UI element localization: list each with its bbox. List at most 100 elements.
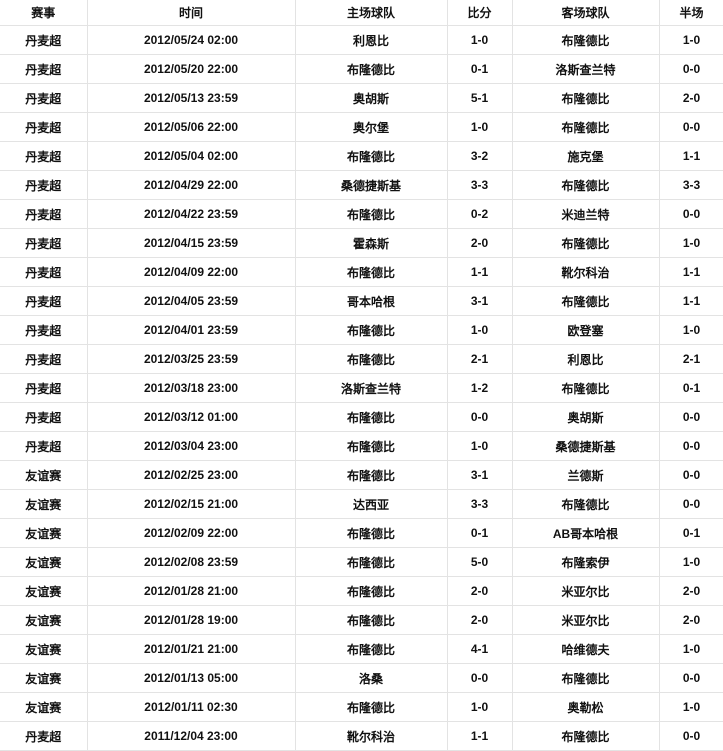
cell-half-time: 0-0 (658, 431, 723, 461)
cell-home-team: 奥胡斯 (294, 83, 448, 113)
cell-score: 5-0 (446, 547, 513, 577)
header-competition: 赛事 (0, 0, 88, 26)
cell-time: 2012/02/08 23:59 (86, 547, 296, 577)
cell-competition: 丹麦超 (0, 228, 88, 258)
cell-score: 1-0 (446, 315, 513, 345)
table-row: 友谊赛 2012/01/11 02:30 布隆德比 1-0 奥勒松 1-0 (0, 692, 723, 722)
table-row: 丹麦超 2012/04/09 22:00 布隆德比 1-1 靴尔科治 1-1 (0, 257, 723, 287)
table-row: 丹麦超 2011/12/04 23:00 靴尔科治 1-1 布隆德比 0-0 (0, 721, 723, 751)
cell-time: 2012/04/05 23:59 (86, 286, 296, 316)
table-row: 丹麦超 2012/04/29 22:00 桑德捷斯基 3-3 布隆德比 3-3 (0, 170, 723, 200)
cell-home-team: 布隆德比 (294, 199, 448, 229)
cell-score: 1-0 (446, 25, 513, 55)
cell-competition: 丹麦超 (0, 170, 88, 200)
cell-away-team: 米迪兰特 (511, 199, 660, 229)
cell-competition: 友谊赛 (0, 634, 88, 664)
cell-score: 0-1 (446, 54, 513, 84)
cell-home-team: 布隆德比 (294, 315, 448, 345)
cell-away-team: 米亚尔比 (511, 576, 660, 606)
cell-time: 2012/04/29 22:00 (86, 170, 296, 200)
cell-score: 2-0 (446, 576, 513, 606)
cell-away-team: 奥胡斯 (511, 402, 660, 432)
cell-half-time: 0-1 (658, 373, 723, 403)
cell-home-team: 布隆德比 (294, 257, 448, 287)
cell-competition: 友谊赛 (0, 460, 88, 490)
cell-home-team: 布隆德比 (294, 402, 448, 432)
cell-competition: 丹麦超 (0, 257, 88, 287)
cell-home-team: 布隆德比 (294, 634, 448, 664)
cell-score: 2-0 (446, 228, 513, 258)
cell-half-time: 2-0 (658, 605, 723, 635)
header-time: 时间 (86, 0, 296, 26)
cell-competition: 友谊赛 (0, 605, 88, 635)
cell-time: 2012/03/04 23:00 (86, 431, 296, 461)
cell-away-team: 布隆德比 (511, 25, 660, 55)
cell-competition: 友谊赛 (0, 663, 88, 693)
cell-half-time: 0-0 (658, 721, 723, 751)
cell-away-team: 布隆德比 (511, 373, 660, 403)
cell-half-time: 1-1 (658, 257, 723, 287)
cell-half-time: 1-0 (658, 25, 723, 55)
cell-home-team: 霍森斯 (294, 228, 448, 258)
cell-away-team: 布隆德比 (511, 228, 660, 258)
cell-away-team: 桑德捷斯基 (511, 431, 660, 461)
table-row: 丹麦超 2012/05/04 02:00 布隆德比 3-2 施克堡 1-1 (0, 141, 723, 171)
cell-half-time: 0-0 (658, 460, 723, 490)
cell-half-time: 0-0 (658, 199, 723, 229)
cell-half-time: 2-0 (658, 83, 723, 113)
cell-half-time: 0-0 (658, 402, 723, 432)
cell-away-team: 兰德斯 (511, 460, 660, 490)
header-half-time: 半场 (658, 0, 723, 26)
cell-score: 3-1 (446, 460, 513, 490)
cell-score: 0-0 (446, 663, 513, 693)
table-row: 丹麦超 2012/03/12 01:00 布隆德比 0-0 奥胡斯 0-0 (0, 402, 723, 432)
cell-time: 2012/05/20 22:00 (86, 54, 296, 84)
table-row: 友谊赛 2012/02/08 23:59 布隆德比 5-0 布隆索伊 1-0 (0, 547, 723, 577)
cell-time: 2012/04/01 23:59 (86, 315, 296, 345)
cell-score: 1-1 (446, 721, 513, 751)
cell-time: 2012/04/15 23:59 (86, 228, 296, 258)
cell-away-team: 布隆德比 (511, 721, 660, 751)
cell-time: 2012/02/25 23:00 (86, 460, 296, 490)
table-row: 友谊赛 2012/01/13 05:00 洛桑 0-0 布隆德比 0-0 (0, 663, 723, 693)
cell-half-time: 1-0 (658, 634, 723, 664)
cell-home-team: 哥本哈根 (294, 286, 448, 316)
cell-away-team: 哈维德夫 (511, 634, 660, 664)
cell-time: 2012/01/28 21:00 (86, 576, 296, 606)
cell-competition: 友谊赛 (0, 518, 88, 548)
cell-competition: 丹麦超 (0, 315, 88, 345)
cell-score: 1-1 (446, 257, 513, 287)
cell-away-team: 布隆索伊 (511, 547, 660, 577)
cell-away-team: 欧登塞 (511, 315, 660, 345)
cell-away-team: 布隆德比 (511, 112, 660, 142)
cell-competition: 丹麦超 (0, 83, 88, 113)
cell-competition: 丹麦超 (0, 402, 88, 432)
cell-time: 2012/05/04 02:00 (86, 141, 296, 171)
cell-score: 0-1 (446, 518, 513, 548)
cell-time: 2012/02/09 22:00 (86, 518, 296, 548)
table-row: 丹麦超 2012/03/18 23:00 洛斯查兰特 1-2 布隆德比 0-1 (0, 373, 723, 403)
cell-home-team: 布隆德比 (294, 344, 448, 374)
cell-half-time: 3-3 (658, 170, 723, 200)
cell-competition: 丹麦超 (0, 344, 88, 374)
cell-half-time: 0-0 (658, 112, 723, 142)
cell-competition: 丹麦超 (0, 431, 88, 461)
cell-competition: 丹麦超 (0, 141, 88, 171)
cell-competition: 丹麦超 (0, 199, 88, 229)
cell-home-team: 布隆德比 (294, 605, 448, 635)
table-row: 友谊赛 2012/02/15 21:00 达西亚 3-3 布隆德比 0-0 (0, 489, 723, 519)
cell-time: 2011/12/04 23:00 (86, 721, 296, 751)
cell-home-team: 布隆德比 (294, 576, 448, 606)
table-row: 丹麦超 2012/05/06 22:00 奥尔堡 1-0 布隆德比 0-0 (0, 112, 723, 142)
cell-competition: 友谊赛 (0, 489, 88, 519)
cell-score: 0-2 (446, 199, 513, 229)
cell-competition: 丹麦超 (0, 25, 88, 55)
cell-score: 2-1 (446, 344, 513, 374)
cell-away-team: 布隆德比 (511, 663, 660, 693)
table-row: 丹麦超 2012/05/20 22:00 布隆德比 0-1 洛斯查兰特 0-0 (0, 54, 723, 84)
header-row: 赛事 时间 主场球队 比分 客场球队 半场 (0, 0, 723, 26)
cell-score: 3-2 (446, 141, 513, 171)
cell-time: 2012/05/06 22:00 (86, 112, 296, 142)
header-home-team: 主场球队 (294, 0, 448, 26)
